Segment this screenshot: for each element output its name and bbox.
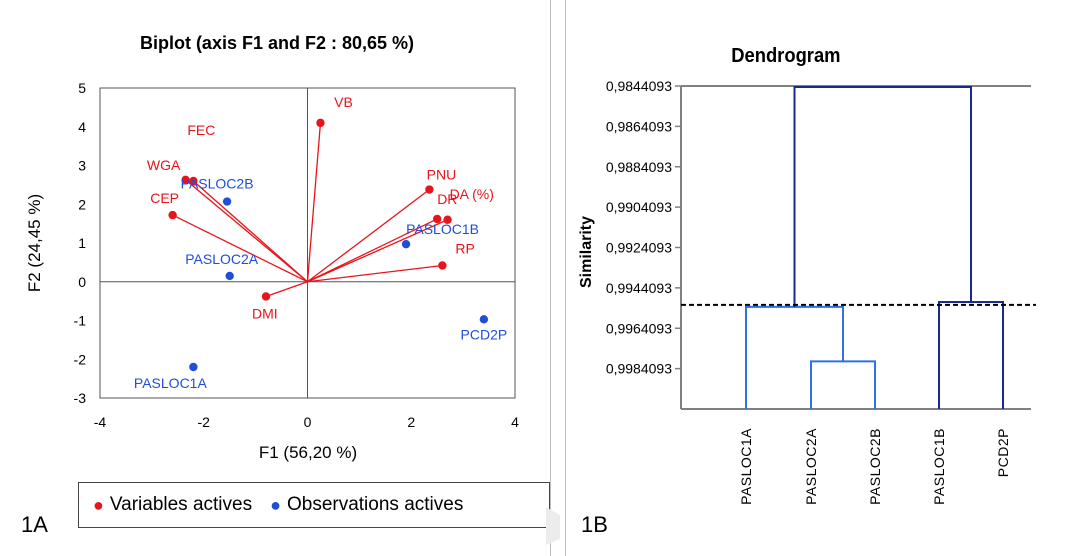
variable-vector [172,214,308,283]
x-axis-label: F1 (56,20 %) [259,443,357,462]
variable-point [168,210,177,220]
variable-vector [307,264,443,283]
x-tick-label: 4 [511,414,519,430]
variable-label: CEP [150,190,179,206]
variable-point [181,175,190,185]
leaf-label: PASLOC1A [738,428,754,505]
variable-vector [306,122,322,282]
dendrogram-link [810,360,876,409]
dendrogram-y-axis-label: Similarity [578,216,595,288]
variable-label: WGA [147,157,181,173]
y-tick-label: -1 [74,313,87,329]
observation-label: PASLOC2A [185,251,259,267]
dendrogram-link [745,305,844,409]
y-tick-label: 4 [78,119,86,135]
y-tick-label: 0,9904093 [606,199,672,215]
observation-label: PASLOC1B [406,221,479,237]
variable-vector [192,180,308,283]
y-tick-label: 2 [78,196,86,212]
variable-point [443,215,452,224]
dendrogram-chart: Dendrogram 0,9844093 0,9864093 0,9884093 0,… [578,45,1036,505]
y-tick-label: 0,9864093 [606,118,672,134]
observation-label: PCD2P [461,326,508,342]
y-tick-label: 0,9884093 [606,159,672,175]
dendrogram-link [938,301,1004,409]
variable-vector [185,179,308,283]
x-tick-label: 2 [407,414,415,430]
y-tick-label: 0,9944093 [606,280,672,296]
y-tick-label: 0,9984093 [606,361,672,377]
y-tick-label: 1 [78,235,86,251]
panel-biplot: Biplot (axis F1 and F2 : 80,65 %) -4 -2 0 2… [21,0,551,556]
variable-vector [307,189,430,283]
panel-label-1b: 1B [581,512,608,537]
variable-label: DMI [252,305,278,321]
variable-label: PNU [427,167,457,183]
variable-point [316,118,325,128]
observation-point [189,362,198,372]
variable-point [438,261,447,270]
y-tick-label: 0,9844093 [606,78,672,94]
variable-point [261,292,271,301]
variable-label: RP [455,240,474,256]
x-tick-label: -4 [94,414,107,430]
legend-marker-variables: ● [93,495,104,515]
y-tick-label: -3 [74,390,87,406]
y-axis-label: F2 (24,45 %) [25,194,44,292]
leaf-label: PCD2P [995,428,1011,477]
y-tick-label: 0 [78,274,86,290]
variable-label: FEC [187,122,215,138]
variable-label: DR [437,191,457,207]
variable-point [425,185,434,194]
observation-label: PASLOC1A [134,375,208,391]
y-tick-label: -2 [74,351,87,367]
x-tick-label: -2 [198,414,211,430]
observation-point [401,239,411,249]
variable-label: DA (%) [450,186,494,202]
x-tick-label: 0 [304,414,312,430]
y-tick-label: 0,9964093 [606,320,672,336]
legend-item-variables: ● Variables actives [93,494,252,516]
variable-vector [307,219,448,283]
leaf-label: PASLOC2B [867,428,883,505]
chart-title: Biplot (axis F1 and F2 : 80,65 %) [140,33,414,53]
observation-point [479,315,489,324]
legend-label-observations: Observations actives [286,494,464,515]
leaf-label: PASLOC2A [803,428,819,505]
variable-point [189,176,198,186]
biplot-chart: Biplot (axis F1 and F2 : 80,65 %) -4 -2 0 2… [25,33,519,462]
watermark-shape [546,507,560,545]
y-tick-label: 3 [78,158,86,174]
dendrogram-link [793,86,972,307]
observation-point [225,271,234,281]
dendrogram-title: Dendrogram [731,45,840,67]
variable-vector [265,281,308,298]
legend-marker-observations: ● [270,495,281,515]
leaf-label: PASLOC1B [931,428,947,505]
observation-label: PASLOC2B [181,176,254,192]
y-tick-label: 0,9924093 [606,240,672,256]
panel-dendrogram: Dendrogram 0,9844093 0,9864093 0,9884093 0,… [565,0,1076,556]
legend: ● Variables actives ● Observations activ… [78,482,550,528]
legend-item-observations: ● Observations actives [270,494,463,516]
observation-point [222,197,232,206]
variable-label: VB [334,94,353,110]
y-tick-label: 5 [78,80,86,96]
variable-vector [307,218,438,283]
variable-point [432,214,442,224]
legend-label-variables: Variables actives [109,494,253,515]
panel-label-1a: 1A [21,512,48,537]
